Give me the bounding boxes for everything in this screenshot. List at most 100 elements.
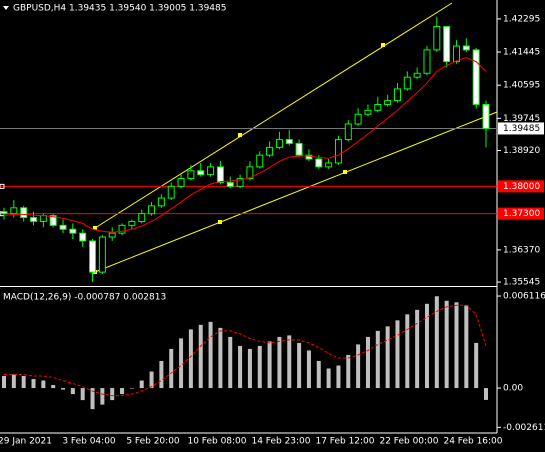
macd-bar — [297, 342, 302, 389]
macd-bar — [11, 374, 16, 389]
macd-bar — [238, 345, 243, 389]
candle-body — [305, 154, 313, 160]
macd-bar — [2, 376, 6, 389]
macd-bar — [61, 388, 66, 390]
candle-body — [226, 181, 234, 187]
x-tick-label: 10 Feb 08:00 — [187, 437, 246, 447]
candle-body — [39, 215, 47, 222]
x-tick-label: 14 Feb 23:00 — [251, 437, 310, 447]
macd-bar — [41, 380, 46, 389]
macd-bar — [277, 336, 282, 389]
macd-bar — [51, 385, 56, 389]
candle-body — [482, 103, 490, 129]
candle-body — [69, 228, 77, 234]
y-tick-label: 1.41445 — [503, 48, 540, 58]
macd-bar — [454, 302, 459, 389]
level-label: 1.37300 — [503, 209, 540, 219]
macd-bar — [139, 380, 144, 389]
macd-bar — [395, 320, 400, 389]
channel-lower — [94, 111, 498, 273]
macd-bar — [31, 379, 36, 389]
candle-body — [443, 26, 451, 63]
macd-bar — [129, 388, 134, 389]
candle-body — [452, 45, 460, 63]
x-tick-label: 3 Feb 04:00 — [62, 437, 116, 447]
candle-body — [108, 232, 116, 238]
macd-bar — [336, 365, 341, 389]
y-tick-label: 0.00 — [503, 384, 523, 394]
level-label: 1.38000 — [503, 182, 540, 192]
candle-body — [128, 220, 136, 226]
candle-body — [187, 170, 195, 180]
moving-average — [3, 57, 487, 233]
macd-bar — [179, 338, 184, 389]
macd-bar — [228, 336, 233, 389]
candle-body — [423, 49, 431, 74]
macd-bar — [464, 305, 469, 389]
macd-bar — [110, 388, 115, 401]
chart-title: GBPUSD,H4 1.39435 1.39540 1.39005 1.3948… — [13, 4, 226, 14]
macd-bar — [287, 335, 292, 389]
candle-body — [403, 76, 411, 90]
channel-handle — [238, 133, 242, 137]
candle-body — [393, 88, 401, 102]
macd-bar — [198, 324, 203, 389]
macd-bar — [70, 388, 75, 395]
macd-bar — [306, 350, 311, 389]
candle-body — [472, 49, 480, 105]
signal-line — [4, 304, 487, 397]
current-price-label: 1.39485 — [503, 124, 540, 134]
candle-body — [197, 170, 205, 176]
candle-body — [285, 139, 293, 144]
x-tick-label: 17 Feb 12:00 — [315, 437, 374, 447]
channel-upper — [94, 2, 453, 229]
y-tick-label: 1.42295 — [503, 14, 540, 24]
candle-body — [295, 142, 303, 156]
x-tick-label: 29 Jan 2021 — [0, 437, 52, 447]
macd-bar — [385, 326, 390, 389]
candle-body — [374, 103, 382, 111]
candle-body — [266, 146, 274, 156]
macd-bar — [405, 314, 410, 389]
macd-bar — [90, 388, 95, 410]
y-tick-label: 1.38920 — [503, 146, 540, 156]
macd-bar — [415, 309, 420, 389]
candle-body — [364, 109, 372, 115]
candle-body — [167, 185, 175, 199]
x-tick-label: 24 Feb 16:00 — [443, 437, 502, 447]
candle-body — [236, 178, 244, 187]
candle-body — [30, 217, 38, 222]
menu-arrow[interactable] — [3, 6, 9, 10]
macd-bar — [267, 341, 272, 389]
candle-body — [354, 113, 362, 125]
macd-bar — [375, 330, 380, 389]
channel-handle — [218, 220, 222, 224]
macd-bar — [120, 388, 125, 395]
candle-body — [246, 166, 254, 180]
current-price-tag — [498, 122, 544, 135]
candle-body — [177, 178, 185, 187]
macd-bar — [326, 368, 331, 389]
candle-body — [325, 162, 333, 168]
candle-body — [275, 139, 283, 148]
macd-bar — [188, 329, 193, 389]
candle-body — [59, 224, 67, 230]
candle-body — [138, 213, 146, 222]
macd-bar — [21, 376, 26, 389]
candle-body — [207, 166, 215, 176]
macd-bar — [365, 336, 370, 389]
candle-body — [384, 100, 392, 105]
candle-body — [10, 207, 18, 215]
candle-body — [148, 205, 156, 215]
y-tick-label: 1.40595 — [503, 81, 540, 91]
candle-body — [157, 197, 165, 207]
candle-body — [49, 215, 57, 226]
macd-bar — [444, 300, 449, 389]
channel-handle — [343, 170, 347, 174]
candle-body — [334, 139, 342, 164]
candle-body — [315, 158, 323, 168]
candle-body — [344, 123, 352, 141]
channel-handle — [381, 43, 385, 47]
level-handle — [0, 183, 5, 189]
